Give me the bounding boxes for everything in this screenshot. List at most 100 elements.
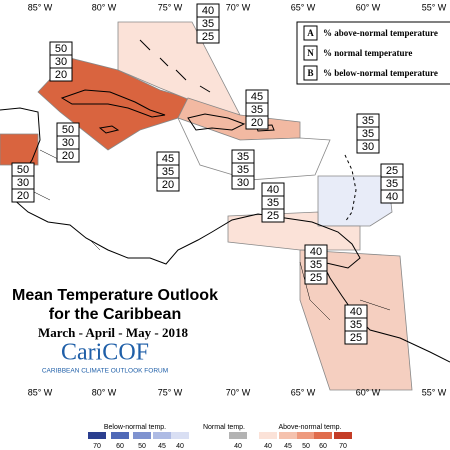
probability-value: 35 xyxy=(162,166,174,178)
longitude-label: 75° W xyxy=(158,387,183,397)
title: Mean Temperature Outlook xyxy=(12,287,218,304)
probability-value: 25 xyxy=(202,31,214,43)
colorbar-tick: 60 xyxy=(116,443,124,450)
colorbar-swatch xyxy=(153,432,171,439)
probability-cell xyxy=(245,115,269,130)
border xyxy=(29,149,391,321)
probability-value: 35 xyxy=(310,259,322,271)
colorbar-tick: 50 xyxy=(138,443,146,450)
colorbar-swatch xyxy=(133,432,151,439)
probability-value: 35 xyxy=(362,115,374,127)
probability-value: 35 xyxy=(202,18,214,30)
probability-value: 40 xyxy=(350,306,362,318)
longitude-label: 85° W xyxy=(28,2,53,12)
legend-text: % above-normal temperature xyxy=(323,28,438,38)
probability-value: 30 xyxy=(362,141,374,153)
longitude-label: 55° W xyxy=(422,387,447,397)
colorbar-swatch xyxy=(259,432,277,439)
probability-value: 40 xyxy=(386,191,398,203)
probability-value: 45 xyxy=(162,153,174,165)
colorbar-label: Below-normal temp. xyxy=(104,424,166,431)
colorbar-swatch xyxy=(171,432,189,439)
legend-text: % below-normal temperature xyxy=(323,68,438,78)
longitude-label: 60° W xyxy=(356,387,381,397)
colorbar-swatch xyxy=(314,432,332,439)
legend-key-box xyxy=(303,25,318,41)
probability-value: 25 xyxy=(350,332,362,344)
probability-cell xyxy=(56,148,80,163)
region xyxy=(227,211,361,251)
period: March - April - May - 2018 xyxy=(38,325,188,340)
coastline xyxy=(187,113,246,131)
colorbar-swatch xyxy=(334,432,352,439)
probability-value: 25 xyxy=(386,165,398,177)
longitude-label: 60° W xyxy=(356,2,381,12)
longitude-label: 70° W xyxy=(226,2,251,12)
legend-box xyxy=(296,21,450,85)
probability-cell xyxy=(231,175,255,190)
probability-value: 20 xyxy=(62,150,74,162)
probability-value: 20 xyxy=(162,179,174,191)
probability-value: 30 xyxy=(17,177,29,189)
longitude-label: 65° W xyxy=(291,2,316,12)
probability-cell xyxy=(304,270,328,285)
probability-value: 40 xyxy=(310,246,322,258)
coastline xyxy=(60,89,166,118)
probability-value: 25 xyxy=(267,210,279,222)
probability-cell xyxy=(49,67,73,82)
logo-tagline: CARIBBEAN CLIMATE OUTLOOK FORUM xyxy=(42,368,168,375)
colorbar-tick: 45 xyxy=(284,443,292,450)
probability-value: 20 xyxy=(55,69,67,81)
colorbar-tick: 60 xyxy=(319,443,327,450)
probability-value: 50 xyxy=(55,43,67,55)
probability-value: 35 xyxy=(267,197,279,209)
colorbar-tick: 40 xyxy=(264,443,272,450)
coastline xyxy=(139,39,211,93)
legend-key-box xyxy=(303,45,318,61)
colorbar-tick: 70 xyxy=(339,443,347,450)
colorbar-tick: 40 xyxy=(234,443,242,450)
colorbar-tick: 40 xyxy=(176,443,184,450)
longitude-label: 80° W xyxy=(92,2,117,12)
colorbar-tick: 50 xyxy=(302,443,310,450)
probability-cell xyxy=(156,177,180,192)
region xyxy=(0,133,39,166)
probability-cell xyxy=(261,208,285,223)
subtitle: for the Caribbean xyxy=(49,306,181,323)
legend-key: N xyxy=(307,48,314,58)
probability-value: 50 xyxy=(17,164,29,176)
probability-value: 35 xyxy=(386,178,398,190)
longitude-label: 85° W xyxy=(28,387,53,397)
longitude-label: 55° W xyxy=(422,2,447,12)
legend-key-box xyxy=(303,65,318,81)
probability-value: 30 xyxy=(55,56,67,68)
probability-cell xyxy=(344,330,368,345)
probability-value: 35 xyxy=(237,164,249,176)
region xyxy=(177,117,331,181)
probability-value: 35 xyxy=(362,128,374,140)
legend-key: B xyxy=(307,68,313,78)
colorbar-swatch xyxy=(279,432,297,439)
probability-value: 25 xyxy=(310,272,322,284)
probability-value: 35 xyxy=(350,319,362,331)
colorbar-swatch xyxy=(111,432,129,439)
probability-value: 40 xyxy=(202,5,214,17)
colorbar-swatch xyxy=(297,432,315,439)
colorbar-tick: 70 xyxy=(93,443,101,450)
probability-value: 20 xyxy=(17,190,29,202)
colorbar-tick: 45 xyxy=(158,443,166,450)
probability-value: 20 xyxy=(251,117,263,129)
probability-cell xyxy=(356,139,380,154)
probability-cell xyxy=(380,189,404,204)
probability-value: 30 xyxy=(62,137,74,149)
longitude-label: 65° W xyxy=(291,387,316,397)
longitude-label: 70° W xyxy=(226,387,251,397)
probability-value: 30 xyxy=(237,177,249,189)
probability-value: 45 xyxy=(251,91,263,103)
probability-cell xyxy=(11,188,35,203)
colorbar-swatch xyxy=(88,432,106,439)
coastline xyxy=(344,154,357,223)
probability-value: 50 xyxy=(62,124,74,136)
